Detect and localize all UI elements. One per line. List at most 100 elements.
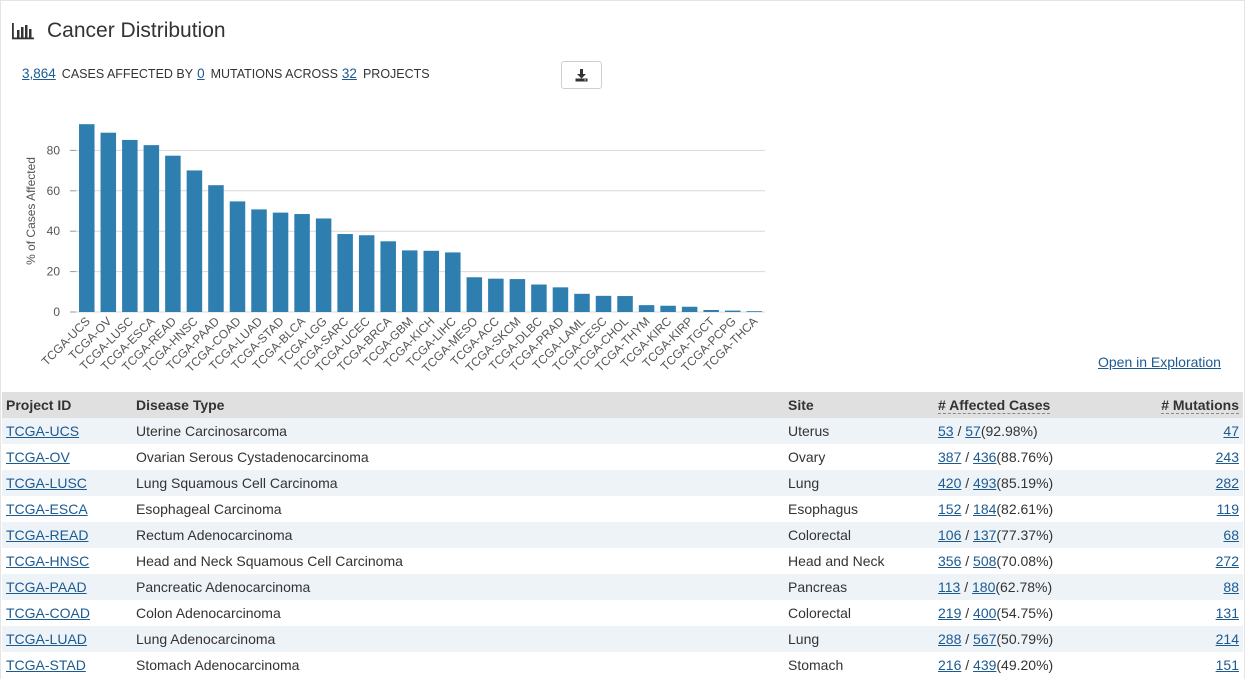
bar[interactable] bbox=[660, 305, 676, 312]
table-row: TCGA-READ Rectum Adenocarcinoma Colorectal… bbox=[2, 522, 1243, 548]
bar[interactable] bbox=[552, 287, 569, 312]
cell-project-id: TCGA-HNSC bbox=[2, 548, 132, 574]
cell-disease-type: Ovarian Serous Cystadenocarcinoma bbox=[132, 444, 784, 470]
mutations-link[interactable]: 119 bbox=[1216, 501, 1239, 517]
mutations-link[interactable]: 214 bbox=[1215, 631, 1239, 647]
mutations-link[interactable]: 68 bbox=[1223, 527, 1239, 543]
affected-cases-link[interactable]: 113 bbox=[938, 579, 961, 595]
bar[interactable] bbox=[703, 309, 719, 312]
mutations-link[interactable]: 243 bbox=[1215, 449, 1239, 465]
y-tick-label: 20 bbox=[47, 265, 61, 279]
cases-separator: / bbox=[961, 553, 974, 569]
bar[interactable] bbox=[638, 305, 655, 312]
bar[interactable] bbox=[681, 306, 698, 312]
bar[interactable] bbox=[79, 124, 95, 312]
bar[interactable] bbox=[531, 284, 547, 312]
project-link[interactable]: TCGA-OV bbox=[6, 449, 70, 465]
cases-count-link[interactable]: 3,864 bbox=[22, 66, 56, 81]
total-cases-link[interactable]: 567 bbox=[973, 631, 997, 647]
download-button[interactable] bbox=[561, 61, 602, 89]
mutations-link[interactable]: 131 bbox=[1215, 605, 1239, 621]
affected-cases-link[interactable]: 152 bbox=[938, 501, 962, 517]
affected-percent: (49.20%) bbox=[996, 657, 1054, 673]
bar[interactable] bbox=[337, 234, 353, 312]
project-link[interactable]: TCGA-UCS bbox=[6, 423, 80, 439]
total-cases-link[interactable]: 439 bbox=[973, 657, 997, 673]
affected-cases-link[interactable]: 420 bbox=[938, 475, 962, 491]
y-tick-label: 60 bbox=[47, 184, 61, 198]
affected-cases-link[interactable]: 356 bbox=[938, 553, 962, 569]
col-disease-type[interactable]: Disease Type bbox=[132, 392, 784, 418]
affected-cases-link[interactable]: 288 bbox=[938, 631, 962, 647]
cell-affected-cases: 356 / 508(70.08%) bbox=[934, 548, 1084, 574]
mutations-link[interactable]: 151 bbox=[1215, 657, 1239, 673]
affected-cases-link[interactable]: 216 bbox=[938, 657, 962, 673]
total-cases-link[interactable]: 508 bbox=[973, 553, 997, 569]
bar[interactable] bbox=[380, 241, 396, 312]
bar[interactable] bbox=[445, 252, 461, 312]
bar[interactable] bbox=[509, 279, 526, 312]
open-in-exploration-link[interactable]: Open in Exploration bbox=[1098, 354, 1221, 370]
total-cases-link[interactable]: 400 bbox=[973, 605, 997, 621]
bar[interactable] bbox=[315, 218, 332, 312]
bar[interactable] bbox=[208, 185, 224, 312]
mutations-link[interactable]: 88 bbox=[1223, 579, 1239, 595]
mutations-count-link[interactable]: 0 bbox=[197, 66, 205, 81]
cell-disease-type: Esophageal Carcinoma bbox=[132, 496, 784, 522]
cell-project-id: TCGA-COAD bbox=[2, 600, 132, 626]
cell-mutations: 119 bbox=[1084, 496, 1243, 522]
affected-cases-link[interactable]: 219 bbox=[938, 605, 962, 621]
cell-mutations: 131 bbox=[1084, 600, 1243, 626]
table-row: TCGA-PAAD Pancreatic Adenocarcinoma Pancre… bbox=[2, 574, 1243, 600]
bar[interactable] bbox=[122, 139, 138, 312]
bar[interactable] bbox=[143, 145, 160, 312]
total-cases-link[interactable]: 137 bbox=[973, 527, 997, 543]
project-link[interactable]: TCGA-HNSC bbox=[6, 553, 90, 569]
bar[interactable] bbox=[724, 310, 741, 312]
bar[interactable] bbox=[746, 311, 762, 312]
bar[interactable] bbox=[186, 170, 203, 312]
affected-cases-link[interactable]: 387 bbox=[938, 449, 962, 465]
bar[interactable] bbox=[100, 132, 117, 312]
project-link[interactable]: TCGA-ESCA bbox=[6, 501, 88, 517]
bar[interactable] bbox=[294, 214, 310, 312]
projects-count-link[interactable]: 32 bbox=[341, 66, 357, 81]
col-site[interactable]: Site bbox=[784, 392, 934, 418]
col-mutations[interactable]: # Mutations bbox=[1084, 392, 1243, 418]
bar[interactable] bbox=[617, 296, 633, 312]
total-cases-link[interactable]: 436 bbox=[973, 449, 997, 465]
project-link[interactable]: TCGA-LUAD bbox=[6, 631, 87, 647]
bar[interactable] bbox=[574, 293, 590, 312]
affected-cases-link[interactable]: 106 bbox=[938, 527, 962, 543]
project-link[interactable]: TCGA-READ bbox=[6, 527, 89, 543]
bar[interactable] bbox=[401, 250, 418, 312]
bar[interactable] bbox=[251, 209, 267, 312]
col-project-id[interactable]: Project ID bbox=[2, 392, 132, 418]
project-link[interactable]: TCGA-COAD bbox=[6, 605, 90, 621]
cell-affected-cases: 152 / 184(82.61%) bbox=[934, 496, 1084, 522]
affected-percent: (88.76%) bbox=[996, 449, 1054, 465]
bar[interactable] bbox=[488, 278, 504, 312]
bar[interactable] bbox=[595, 295, 612, 312]
total-cases-link[interactable]: 57 bbox=[965, 423, 981, 439]
bar[interactable] bbox=[165, 155, 181, 312]
col-affected-cases[interactable]: # Affected Cases bbox=[934, 392, 1084, 418]
bar[interactable] bbox=[358, 235, 375, 312]
mutations-link[interactable]: 47 bbox=[1223, 423, 1239, 439]
total-cases-link[interactable]: 180 bbox=[972, 579, 996, 595]
affected-cases-link[interactable]: 53 bbox=[938, 423, 954, 439]
cell-project-id: TCGA-STAD bbox=[2, 652, 132, 678]
project-link[interactable]: TCGA-PAAD bbox=[6, 579, 87, 595]
project-link[interactable]: TCGA-LUSC bbox=[6, 475, 87, 491]
bar[interactable] bbox=[423, 250, 440, 312]
bar[interactable] bbox=[272, 212, 289, 312]
project-link[interactable]: TCGA-STAD bbox=[6, 657, 86, 673]
mutations-link[interactable]: 282 bbox=[1215, 475, 1239, 491]
mutations-link[interactable]: 272 bbox=[1215, 553, 1239, 569]
table-row: TCGA-ESCA Esophageal Carcinoma Esophagus 15… bbox=[2, 496, 1243, 522]
bar[interactable] bbox=[229, 201, 246, 312]
total-cases-link[interactable]: 184 bbox=[973, 501, 997, 517]
bar[interactable] bbox=[466, 277, 483, 312]
total-cases-link[interactable]: 493 bbox=[973, 475, 997, 491]
cases-separator: / bbox=[960, 579, 972, 595]
